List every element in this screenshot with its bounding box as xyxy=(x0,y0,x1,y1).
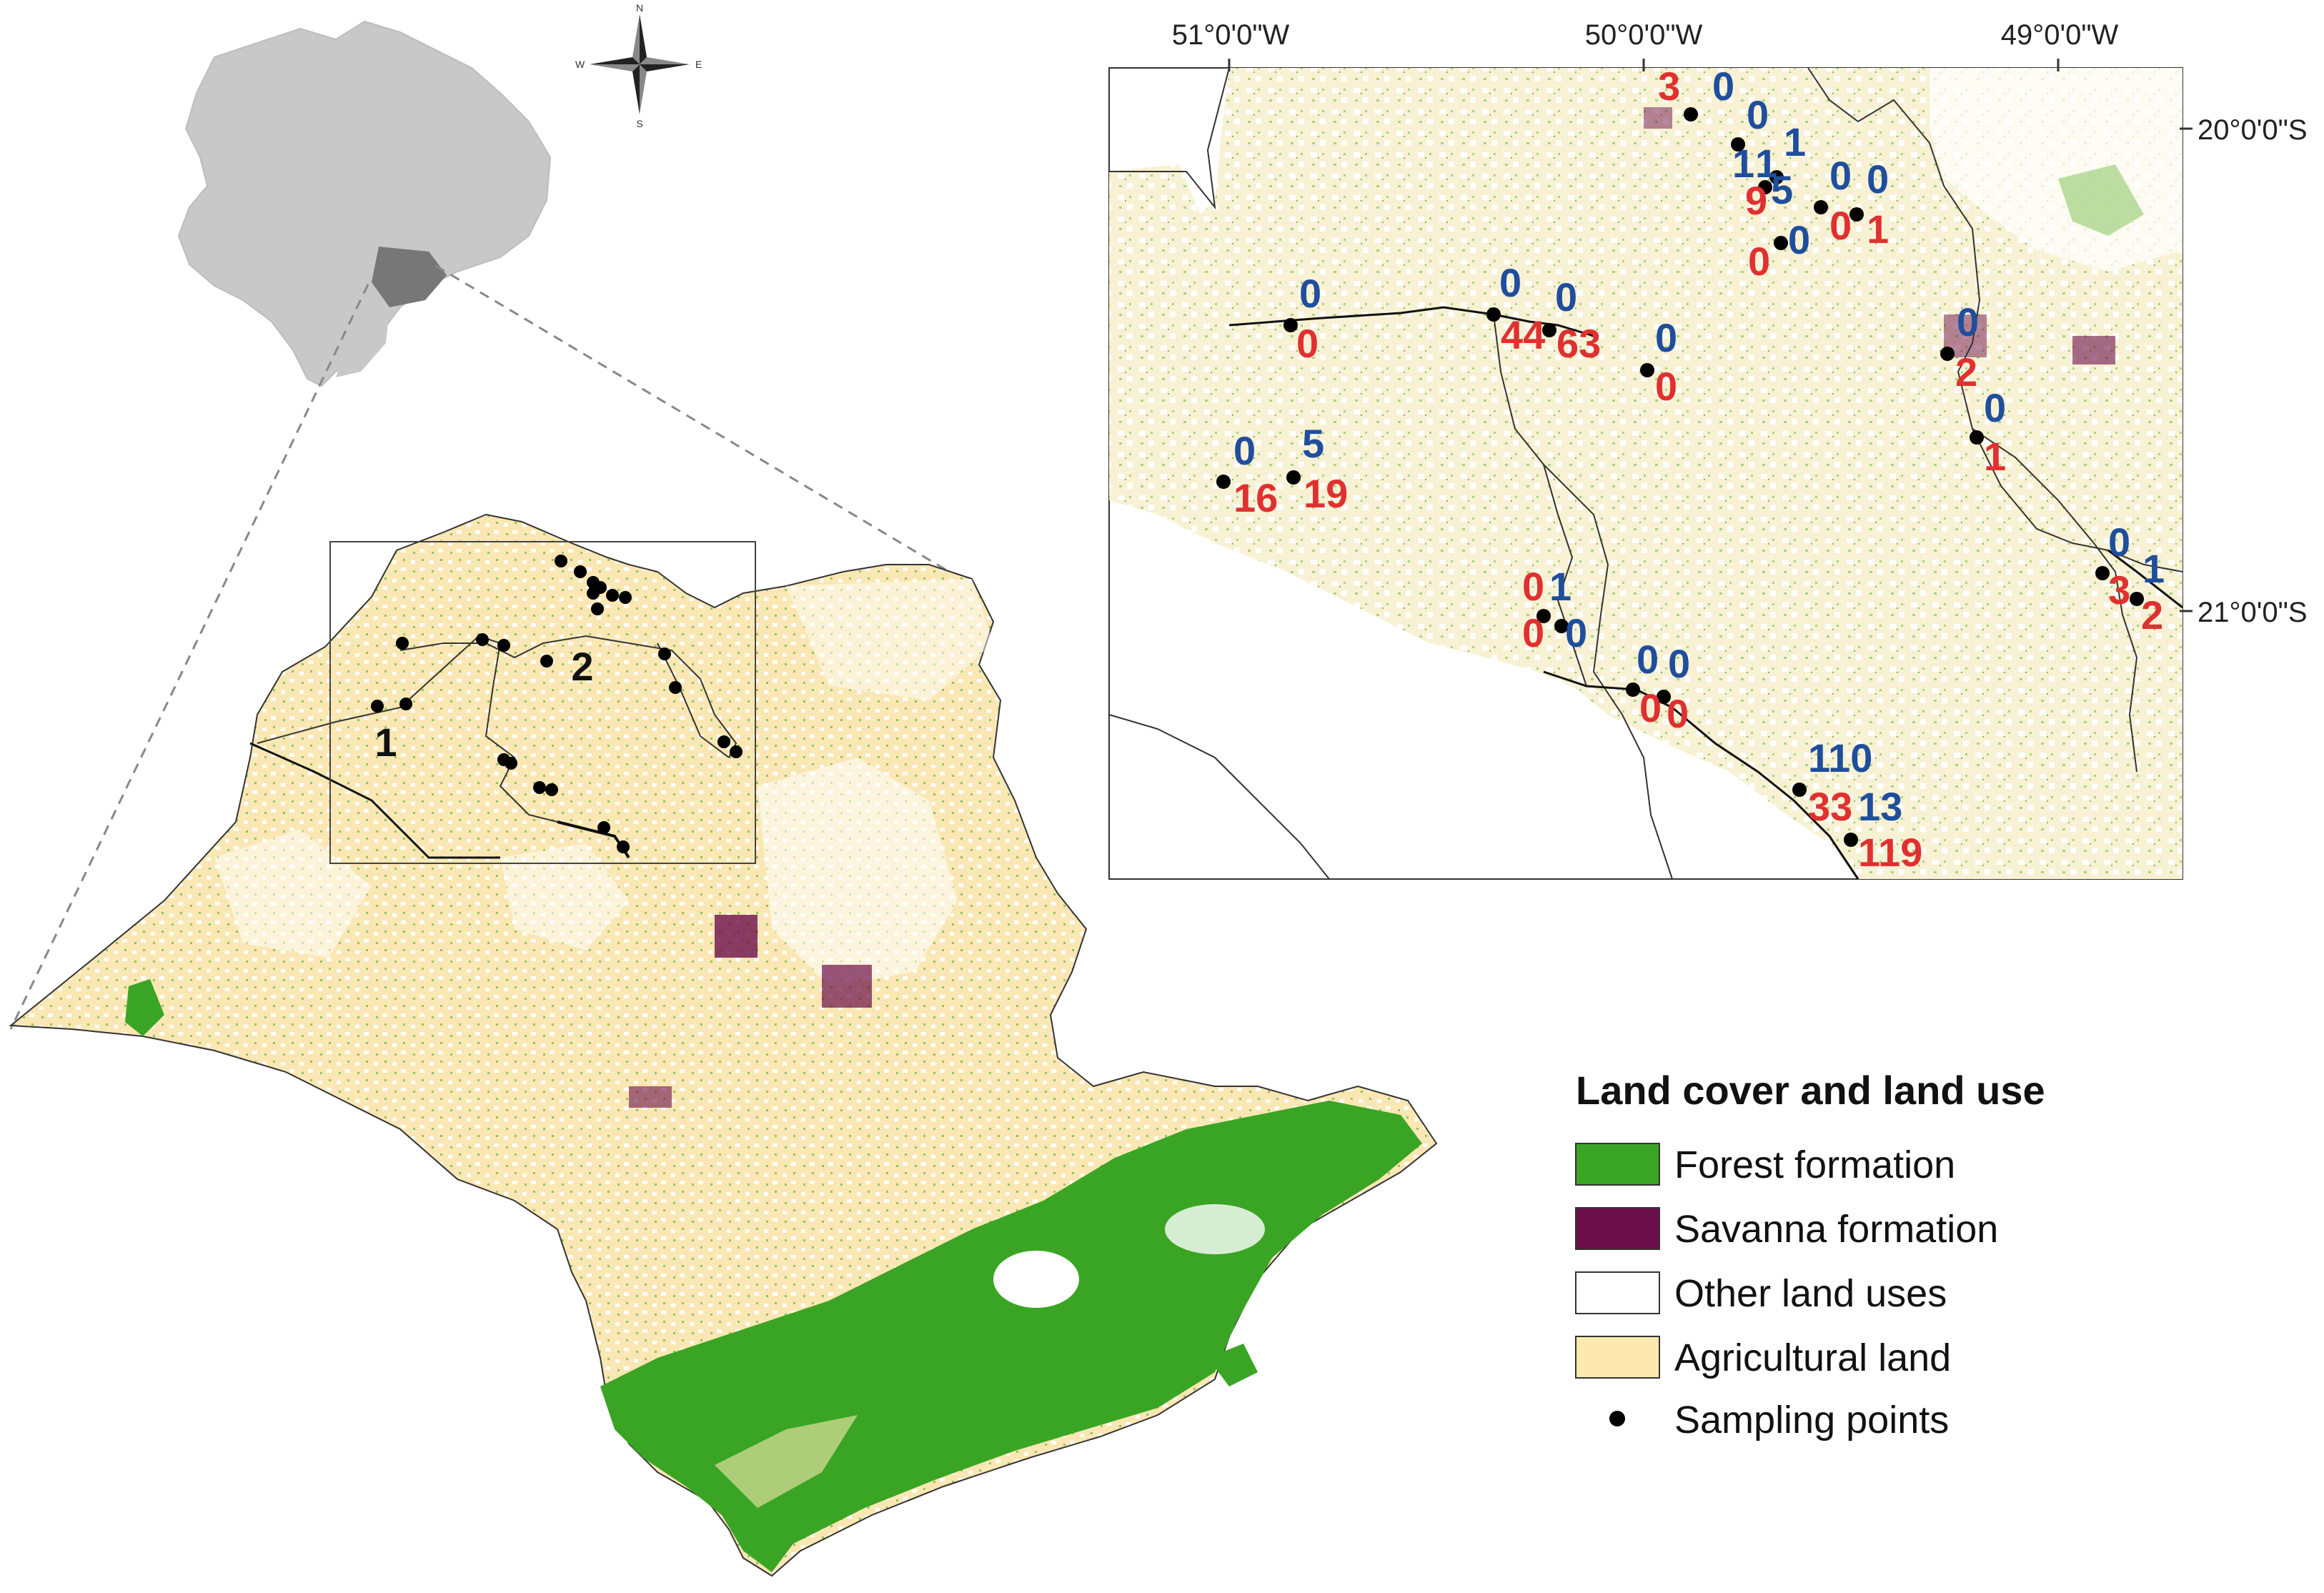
legend: Land cover and land use Forest formation… xyxy=(1575,1068,2045,1441)
legend-label-savanna: Savanna formation xyxy=(1674,1208,1998,1251)
count-red: 0 xyxy=(1639,685,1662,730)
inset-extent-box xyxy=(329,541,756,864)
count-red: 2 xyxy=(1955,349,1977,394)
state-sampling-points xyxy=(371,555,743,853)
inset-axes: 51°0'0"W 50°0'0"W 49°0'0"W 20°0'0"S 21°0… xyxy=(1172,19,2308,628)
count-red: 19 xyxy=(1303,471,1348,516)
region-label-1: 1 xyxy=(374,720,397,765)
count-blue: 0 xyxy=(1299,271,1321,316)
count-red: 16 xyxy=(1233,475,1278,520)
count-blue: 0 xyxy=(1555,274,1577,319)
compass-s: S xyxy=(636,118,642,129)
legend-label-forest: Forest formation xyxy=(1674,1143,1955,1186)
count-red: 1 xyxy=(1984,434,2006,479)
count-blue: 5 xyxy=(1302,421,1324,466)
count-red: 0 xyxy=(1667,691,1689,736)
legend-swatch-agri xyxy=(1575,1336,1660,1379)
inset-sampling-points xyxy=(1216,107,2144,847)
count-red: 0 xyxy=(1296,321,1319,366)
legend-swatch-savanna xyxy=(1575,1207,1660,1250)
count-blue: 1 xyxy=(1784,119,1806,164)
inset-count-labels: 0 0 1 1 1 5 0 0 0 0 0 0 0 0 0 0 5 0 1 1 … xyxy=(1233,64,2165,875)
count-blue: 0 xyxy=(1957,299,1979,344)
count-blue: 0 xyxy=(1637,637,1659,682)
sao-paulo-state-map xyxy=(9,513,1438,1577)
zoom-line-left xyxy=(9,284,369,1030)
count-blue: 13 xyxy=(1858,784,1902,829)
count-blue: 0 xyxy=(1668,641,1690,686)
count-red: 3 xyxy=(1658,64,1680,109)
count-blue: 0 xyxy=(1867,157,1889,202)
count-red: 119 xyxy=(1858,830,1922,875)
count-red: 0 xyxy=(1522,564,1544,609)
tick-lon-51: 51°0'0"W xyxy=(1172,19,1290,51)
legend-label-other: Other land uses xyxy=(1674,1272,1947,1315)
count-red: 2 xyxy=(2141,592,2163,637)
count-blue: 0 xyxy=(1747,92,1769,137)
compass-rose-icon: N S E W xyxy=(575,2,702,129)
count-blue: 0 xyxy=(2108,520,2130,565)
count-blue: 0 xyxy=(1499,260,1521,305)
count-blue: 1 xyxy=(1755,141,1777,186)
count-blue: 0 xyxy=(1655,315,1677,360)
count-blue: 1 xyxy=(1732,141,1754,186)
count-red: 0 xyxy=(1522,610,1544,655)
count-red: 0 xyxy=(1829,203,1852,248)
count-blue: 0 xyxy=(1233,428,1256,473)
count-red: 44 xyxy=(1501,312,1545,357)
count-blue: 5 xyxy=(1771,167,1793,212)
count-blue: 0 xyxy=(1984,385,2006,430)
count-blue: 0 xyxy=(1712,64,1734,109)
compass-e: E xyxy=(695,59,702,70)
count-blue: 1 xyxy=(1549,564,1571,609)
legend-swatch-other xyxy=(1575,1271,1660,1314)
inset-map xyxy=(1108,67,2183,880)
legend-swatch-forest xyxy=(1575,1143,1660,1186)
count-red: 33 xyxy=(1808,784,1852,829)
tick-lat-21: 21°0'0"S xyxy=(2198,597,2308,628)
legend-label-sampling: Sampling points xyxy=(1674,1399,1949,1441)
tick-lon-50: 50°0'0"W xyxy=(1585,19,1703,51)
region-label-2: 2 xyxy=(571,644,593,689)
count-red: 1 xyxy=(1867,207,1889,252)
legend-title: Land cover and land use xyxy=(1576,1068,2045,1113)
count-blue: 110 xyxy=(1808,735,1872,780)
count-blue: 0 xyxy=(1565,610,1587,655)
legend-dot-sampling xyxy=(1609,1411,1625,1426)
count-red: 0 xyxy=(1748,239,1770,284)
brazil-locator-map xyxy=(177,20,552,387)
count-blue: 1 xyxy=(2142,546,2165,591)
tick-lon-49: 49°0'0"W xyxy=(2001,19,2119,51)
count-red: 3 xyxy=(2108,567,2130,612)
compass-w: W xyxy=(575,59,585,70)
legend-label-agri: Agricultural land xyxy=(1674,1336,1951,1379)
count-blue: 0 xyxy=(1829,153,1852,198)
tick-lat-20: 20°0'0"S xyxy=(2198,114,2308,146)
count-red: 9 xyxy=(1745,178,1767,223)
compass-n: N xyxy=(636,2,643,14)
count-red: 63 xyxy=(1556,321,1601,366)
count-blue: 0 xyxy=(1788,217,1810,262)
count-red: 0 xyxy=(1655,364,1677,409)
